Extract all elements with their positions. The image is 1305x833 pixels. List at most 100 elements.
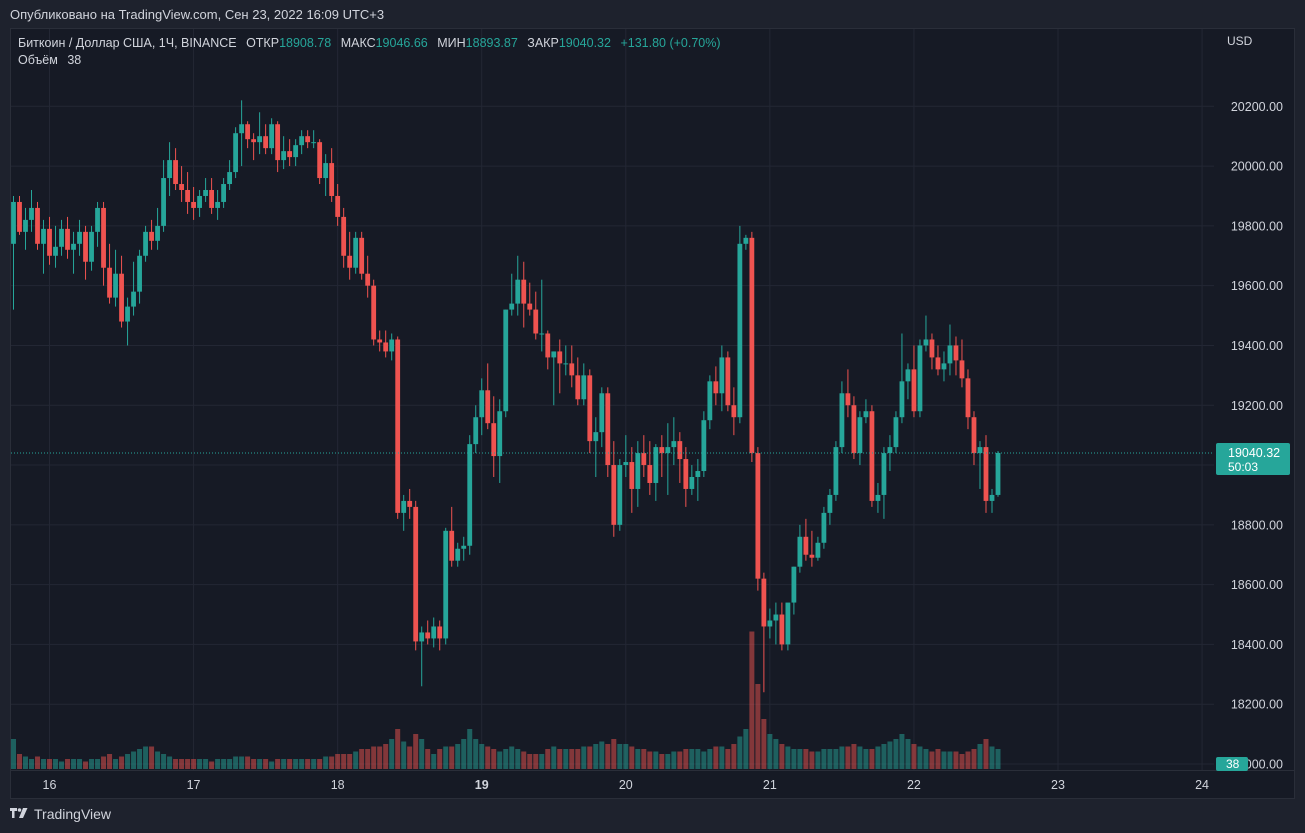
candle-body [533,309,539,334]
volume-bar [623,744,629,769]
candle-body [77,231,82,244]
chart-pane[interactable] [10,28,1295,799]
candle-body [395,339,401,513]
candle-body [983,447,989,501]
candle-body [53,246,58,256]
candle-body [203,190,208,196]
volume-bar [173,759,179,769]
volume-bar [263,759,269,769]
volume-bar [53,759,59,769]
candle-body [473,417,479,445]
candle-body [329,163,335,196]
volume-bar [479,744,485,769]
x-tick-label: 18 [331,778,345,792]
candle-body [995,452,1001,495]
candle-body [521,279,527,304]
volume-bar [269,761,275,769]
volume-bar [443,746,449,769]
volume-bar [305,759,311,769]
volume-bar [737,736,743,769]
volume-bar [659,754,665,769]
volume-bar [359,749,365,769]
currency-label[interactable]: USD [1227,34,1253,48]
volume-bar [665,754,671,769]
candle-body [497,411,503,457]
candle-body [197,195,202,208]
candle-body [527,303,533,310]
volume-bar [917,746,923,769]
volume-bar [335,754,341,769]
candle-body [485,390,491,424]
volume-bar [401,741,407,769]
volume-bar [851,744,857,769]
candle-body [131,291,136,307]
volume-bar [545,749,551,769]
volume-bar [299,759,305,769]
candle-body [383,342,389,352]
high-value: 19046.66 [375,36,428,50]
candle-body [809,554,815,558]
volume-legend: Объём 38 [18,53,81,67]
candle-body [767,620,773,627]
candle-body [713,381,719,394]
candle-body [791,566,797,603]
candle-body [455,548,461,561]
x-tick-label: 19 [475,778,489,792]
candle-body [755,453,761,579]
volume-bar [89,759,95,769]
symbol-name[interactable]: Биткоин / Доллар США, 1Ч, BINANCE [18,36,237,50]
candle-body [731,405,737,418]
low-label: МИН [437,36,466,50]
volume-bar [647,751,653,769]
candle-body [893,417,899,448]
candle-body [437,626,443,639]
brand-name: TradingView [34,806,112,822]
volume-bar [911,744,917,769]
candle-body [707,381,713,421]
candle-body [353,237,359,268]
volume-bar [971,749,977,769]
x-tick-label: 21 [763,778,777,792]
y-tick-label: 19800.00 [1231,219,1283,233]
candle-body [929,339,935,358]
candle-body [941,363,947,370]
candle-body [215,201,221,208]
candle-body [563,363,569,365]
volume-bar [593,744,599,769]
volume-bar [419,739,425,769]
candle-body [95,207,100,232]
x-tick-label: 23 [1051,778,1065,792]
volume-bar [515,749,521,769]
volume-bar [509,746,515,769]
x-tick-label: 16 [43,778,57,792]
candle-body [647,465,653,483]
y-tick-label: 18200.00 [1231,698,1283,712]
volume-bar [581,746,587,769]
candle-body [881,453,887,495]
candle-body [785,602,791,645]
volume-bar [653,751,659,769]
candle-body [377,339,383,343]
volume-bar [533,754,539,769]
candle-body [539,333,545,335]
candle-body [971,417,977,454]
volume-bar [671,751,677,769]
candle-body [113,273,118,298]
candle-body [275,124,281,161]
candle-body [593,432,599,442]
candle-body [161,178,166,226]
candle-body [833,447,839,495]
volume-bar [611,739,617,769]
candle-body [23,219,28,232]
volume-bar [461,739,467,769]
volume-value: 38 [67,53,82,67]
candle-body [911,369,917,412]
volume-label[interactable]: Объём [18,53,58,67]
candle-body [311,142,317,144]
volume-bar [959,754,965,769]
volume-bar [695,749,701,769]
candle-body [371,285,377,340]
x-tick-label: 22 [907,778,921,792]
candle-body [491,423,497,457]
volume-bar [179,759,185,769]
